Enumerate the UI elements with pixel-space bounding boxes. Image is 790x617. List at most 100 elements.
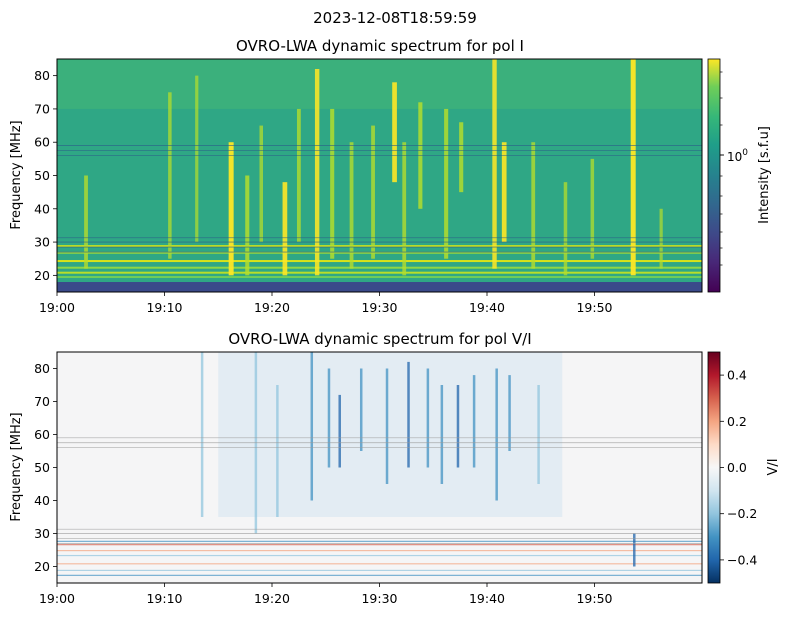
pol-i-burst	[84, 175, 88, 269]
pol-i-colorbar-label: Intensity [s.f.u]	[757, 126, 772, 224]
pol-vi-colorbar-label: V/I	[766, 458, 781, 475]
pol-vi-burst	[200, 352, 204, 517]
pol-i-x-tick-label: 19:00	[39, 300, 75, 315]
panel-pol-i: OVRO-LWA dynamic spectrum for pol I 20 30…	[9, 37, 772, 315]
pol-i-y-tick-label: 20	[34, 268, 50, 283]
pol-vi-y-tick-label: 20	[34, 559, 50, 574]
pol-vi-colorbar-tick-label: 0.2	[727, 414, 747, 429]
pol-i-low-edge	[57, 282, 702, 292]
pol-vi-burst	[495, 368, 498, 501]
pol-i-bright-band	[57, 266, 702, 269]
pol-i-burst	[371, 125, 375, 259]
pol-vi-colorbar-tick-label: 0.0	[727, 460, 747, 475]
pol-i-burst	[444, 108, 449, 259]
pol-i-burst	[531, 142, 536, 269]
pol-i-heatmap	[57, 59, 702, 292]
pol-vi-y-axis: 20 30 40 50 60 70 80	[34, 361, 57, 574]
pol-i-burst	[314, 68, 320, 276]
pol-i-burst	[228, 142, 234, 276]
pol-vi-y-tick-label: 50	[34, 460, 50, 475]
pol-vi-x-tick-label: 19:10	[146, 591, 182, 606]
pol-vi-burst	[537, 385, 540, 484]
pol-i-burst	[195, 75, 199, 243]
pol-i-y-tick-label: 60	[34, 135, 50, 150]
panel-pol-vi: OVRO-LWA dynamic spectrum for pol V/I 20…	[9, 330, 781, 606]
pol-i-y-axis-label: Frequency [MHz]	[9, 120, 24, 229]
pol-i-rfi-lines	[57, 145, 702, 253]
pol-i-y-tick-label: 70	[34, 101, 50, 116]
pol-vi-colorbar-ticks: 0.4 0.2 0.0 −0.2 −0.4	[720, 368, 757, 567]
pol-i-x-tick-label: 19:30	[361, 300, 397, 315]
pol-i-burst	[459, 122, 464, 193]
pol-vi-rfi-lines	[57, 437, 702, 544]
pol-vi-noise-band	[57, 554, 702, 557]
pol-i-burst	[296, 108, 301, 243]
pol-i-burst	[630, 59, 636, 276]
pol-vi-burst	[633, 533, 636, 567]
figure-suptitle: 2023-12-08T18:59:59	[313, 9, 477, 27]
pol-vi-burst	[385, 368, 389, 484]
pol-i-x-tick-label: 19:50	[576, 300, 612, 315]
panel-pol-vi-title: OVRO-LWA dynamic spectrum for pol V/I	[228, 330, 531, 348]
pol-vi-burst	[426, 368, 430, 468]
pol-vi-y-axis-label: Frequency [MHz]	[9, 412, 24, 521]
pol-i-burst	[659, 208, 663, 269]
pol-i-burst	[392, 82, 397, 183]
pol-i-burst	[492, 59, 497, 269]
pol-i-y-tick-label: 80	[34, 68, 50, 83]
pol-i-burst	[349, 142, 354, 269]
pol-vi-noise-band	[57, 544, 702, 546]
pol-i-y-axis: 20 30 40 50 60 70 80	[34, 68, 57, 283]
pol-i-burst	[168, 92, 172, 259]
pol-vi-burst	[338, 394, 341, 468]
pol-i-bright-band	[57, 276, 702, 279]
pol-vi-diffuse-region	[218, 352, 563, 517]
pol-vi-burst	[456, 385, 460, 468]
pol-i-y-tick-label: 50	[34, 168, 50, 183]
pol-vi-burst	[508, 375, 511, 451]
pol-i-x-tick-label: 19:40	[469, 300, 505, 315]
pol-vi-y-tick-label: 30	[34, 526, 50, 541]
pol-vi-x-tick-label: 19:40	[469, 591, 505, 606]
pol-i-burst	[330, 108, 335, 259]
pol-i-colorbar	[707, 58, 721, 293]
pol-vi-colorbar-tick-label: −0.4	[727, 552, 757, 567]
pol-i-colorbar-tick-label: 100	[727, 148, 748, 164]
pol-i-x-axis: 19:00 19:10 19:20 19:30 19:40 19:50	[39, 292, 613, 315]
pol-vi-burst	[407, 361, 410, 468]
pol-i-bright-band	[57, 245, 702, 248]
pol-vi-colorbar-tick-label: −0.2	[727, 506, 757, 521]
pol-vi-x-tick-label: 19:20	[254, 591, 290, 606]
pol-vi-x-axis: 19:00 19:10 19:20 19:30 19:40 19:50	[39, 583, 613, 606]
pol-vi-burst	[440, 385, 444, 484]
pol-vi-noise-band	[57, 569, 702, 571]
pol-vi-burst	[359, 368, 363, 451]
pol-vi-noise-band	[57, 574, 702, 576]
pol-vi-colorbar	[707, 351, 721, 584]
pol-i-x-tick-label: 19:10	[146, 300, 182, 315]
pol-i-bright-band	[57, 271, 702, 274]
pol-i-y-tick-label: 40	[34, 201, 50, 216]
pol-vi-y-tick-label: 80	[34, 361, 50, 376]
pol-i-x-tick-label: 19:20	[254, 300, 290, 315]
pol-vi-colorbar-tick-label: 0.4	[727, 368, 747, 383]
pol-i-burst	[590, 158, 595, 259]
pol-vi-y-tick-label: 70	[34, 394, 50, 409]
pol-i-colorbar-ticks	[720, 71, 724, 266]
pol-vi-noise-band	[57, 563, 702, 565]
pol-vi-burst	[276, 385, 279, 517]
pol-vi-y-tick-label: 60	[34, 427, 50, 442]
pol-i-bright-band	[57, 260, 702, 263]
pol-vi-x-tick-label: 19:30	[361, 591, 397, 606]
pol-i-burst	[245, 175, 250, 276]
pol-vi-background	[57, 352, 702, 583]
pol-vi-x-tick-label: 19:00	[39, 591, 75, 606]
pol-vi-burst	[327, 368, 331, 468]
pol-vi-noise-band	[57, 540, 702, 542]
pol-i-burst	[563, 182, 568, 276]
panel-pol-i-title: OVRO-LWA dynamic spectrum for pol I	[236, 37, 524, 55]
pol-vi-x-tick-label: 19:50	[576, 591, 612, 606]
pol-i-burst	[402, 142, 407, 276]
pol-i-burst	[282, 182, 288, 276]
